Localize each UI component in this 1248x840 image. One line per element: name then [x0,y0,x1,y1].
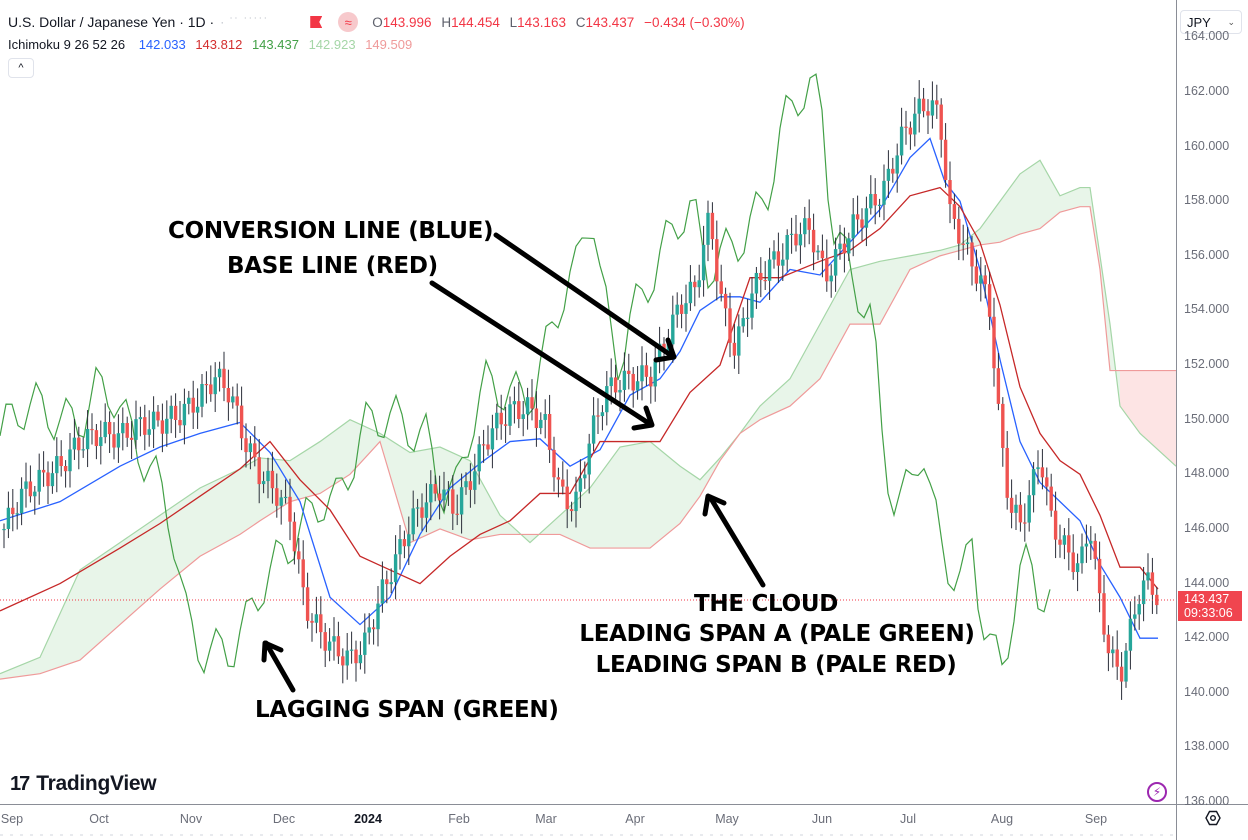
time-axis-label: Sep [0,812,24,826]
lead-a-value: 142.923 [308,37,356,52]
settings-icon[interactable] [1204,809,1222,827]
tradingview-logo-icon: 17 [10,772,30,795]
price-axis-label: 154.000 [1184,302,1230,317]
chart-header: U.S. Dollar / Japanese Yen · 1D · · ˙˙ ˙… [8,12,751,32]
current-price-label: 143.437 [1184,592,1230,606]
base-value: 143.812 [195,37,243,52]
lagging-value: 143.437 [251,37,299,52]
conversion-line [0,137,1158,639]
change-value: −0.434 (−0.30%) [644,14,745,30]
price-axis-label: 164.000 [1184,29,1230,44]
bar-countdown: 09:33:06 [1184,606,1233,620]
currency-value: JPY [1187,14,1211,30]
close-label: C [575,14,586,30]
price-axis-label: 162.000 [1184,84,1230,98]
currency-selector[interactable]: JPY ⌄ [1180,10,1242,34]
price-axis-label: 140.000 [1184,684,1230,699]
time-axis-label: Apr [625,812,645,826]
annotation-base-line: BASE LINE (RED) [227,253,438,279]
current-price-tag: 143.437 09:33:06 [1178,591,1242,621]
price-axis-label: 146.000 [1184,520,1230,535]
leading-span-a [0,159,1177,675]
time-axis-label: Nov [179,812,203,826]
time-axis-label: Feb [448,812,470,826]
time-axis-label: 2024 [354,812,382,826]
price-axis-label: 152.000 [1184,357,1230,372]
delayed-data-icon[interactable]: ≈ [338,12,359,32]
lead-b-value: 149.509 [365,37,413,52]
ichimoku-lines [0,73,1159,675]
annotation-leading-span-a: LEADING SPAN A (PALE GREEN) [579,621,975,647]
price-axis-label: 150.000 [1184,411,1230,426]
conversion-value: 142.033 [138,37,186,52]
time-axis-label: Mar [535,812,557,826]
open-value: 143.996 [382,14,432,30]
price-axis-label: 136.000 [1184,794,1230,809]
flag-icon[interactable] [310,16,323,28]
annotation-leading-span-b: LEADING SPAN B (PALE RED) [595,652,957,678]
tradingview-logo-text: TradingView [36,772,157,795]
chevron-up-icon: ^ [18,62,24,74]
indicator-name: Ichimoku 9 26 52 26 [8,37,126,52]
high-label: H [441,14,452,30]
time-axis-label: Sep [1084,812,1108,826]
lagging-span [0,73,1051,675]
time-axis-label: Oct [89,812,109,826]
time-axis-label: Dec [272,812,296,826]
open-label: O [372,14,383,30]
lightning-icon[interactable]: ⚡ [1147,782,1167,802]
obscured-exchange: · ˙˙ ˙˙˙˙˙ [220,15,269,29]
price-axis-label: 142.000 [1184,630,1230,645]
symbol-title[interactable]: U.S. Dollar / Japanese Yen · 1D · [8,14,215,30]
annotation-arrows [261,232,766,693]
annotation-conversion-line: CONVERSION LINE (BLUE) [168,218,494,244]
base-line [0,186,1159,612]
annotation-cloud-title: THE CLOUD [694,591,838,617]
tradingview-logo[interactable]: 17 TradingView [10,772,157,796]
ohlc-values: O143.996 H144.454 L143.163 C143.437 −0.4… [372,15,750,30]
close-value: 143.437 [585,14,635,30]
price-axis-label: 156.000 [1184,247,1230,262]
time-axis-label: Jun [811,812,833,826]
candlesticks [2,80,1159,700]
time-axis-label: May [715,812,739,826]
annotation-lagging-span: LAGGING SPAN (GREEN) [255,697,559,723]
high-value: 144.454 [451,14,500,30]
leading-span-b [0,206,1176,680]
price-axis-label: 148.000 [1184,466,1230,481]
indicator-legend[interactable]: Ichimoku 9 26 52 26 142.033 143.812 143.… [8,37,418,52]
low-value: 143.163 [517,14,566,30]
collapse-legend-button[interactable]: ^ [8,58,34,78]
time-axis-label: Aug [990,812,1014,826]
price-axis-label: 144.000 [1184,575,1230,590]
time-axis-label: Jul [900,812,916,826]
price-axis-label: 160.000 [1184,138,1230,153]
low-label: L [509,14,518,30]
chevron-down-icon: ⌄ [1227,16,1235,27]
price-axis-label: 158.000 [1184,193,1230,208]
price-axis-label: 138.000 [1184,739,1230,754]
